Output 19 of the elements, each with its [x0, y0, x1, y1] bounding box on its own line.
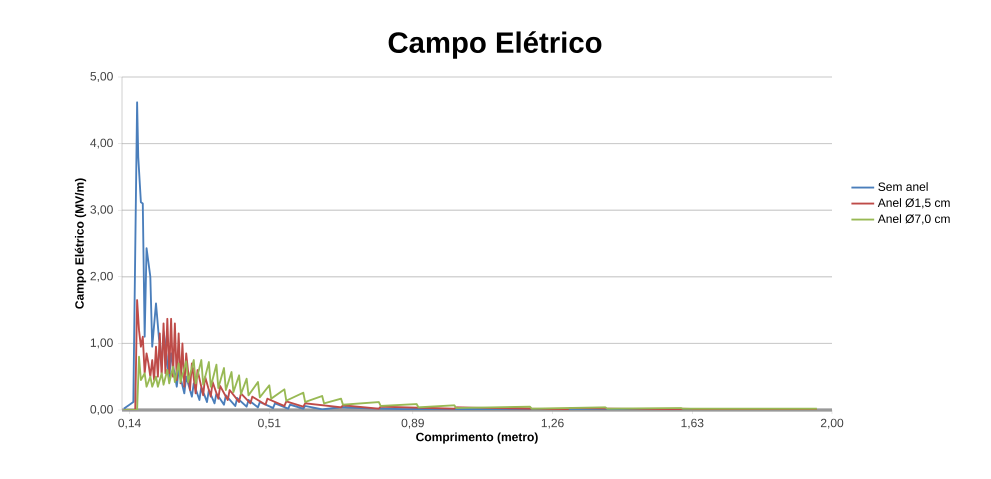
- legend-label: Anel Ø7,0 cm: [878, 214, 950, 224]
- y-tick-label: 4,00: [90, 138, 113, 149]
- x-tick-label: 1,63: [682, 418, 704, 429]
- legend-label: Anel Ø1,5 cm: [878, 198, 950, 208]
- x-tick-label: 1,26: [542, 418, 564, 429]
- x-tick-label: 0,14: [118, 418, 141, 429]
- y-axis-title: Campo Elétrico (MV/m): [74, 178, 86, 309]
- legend-label: Sem anel: [878, 182, 928, 191]
- y-tick-label: 0,00: [90, 405, 113, 415]
- y-tick-label: 1,00: [90, 338, 113, 348]
- line-series: [122, 356, 818, 410]
- y-tick-label: 2,00: [90, 272, 113, 282]
- x-tick-label: 0,51: [258, 418, 280, 429]
- x-tick-label: 0,89: [402, 418, 424, 429]
- chart-title: Campo Elétrico: [388, 31, 602, 59]
- x-tick-label: 2,00: [820, 418, 844, 429]
- x-axis-title: Comprimento (metro): [416, 432, 538, 444]
- y-tick-label: 5,00: [90, 72, 113, 82]
- y-tick-label: 3,00: [90, 205, 113, 216]
